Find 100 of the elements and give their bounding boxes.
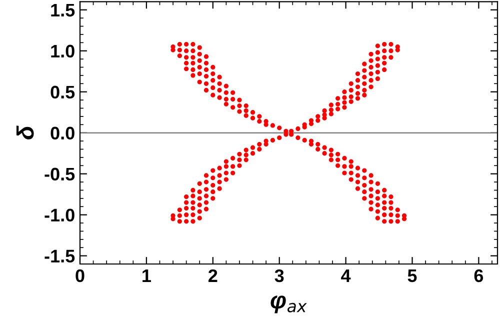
point	[336, 106, 340, 112]
point	[375, 190, 380, 194]
point	[204, 54, 209, 59]
y-tick-label: -0.5	[44, 168, 75, 181]
point	[362, 182, 367, 188]
x-axis-title: φ$_{ax}$	[270, 296, 307, 314]
point	[336, 102, 340, 106]
point	[382, 194, 387, 198]
point	[368, 187, 374, 192]
point	[210, 64, 216, 70]
point	[342, 100, 347, 105]
y-tick-label: 1.0	[51, 44, 74, 58]
point	[190, 60, 196, 66]
point	[328, 148, 334, 152]
y-tick-label: -1.0	[44, 208, 74, 222]
point	[257, 119, 262, 124]
point	[362, 68, 367, 73]
point	[375, 196, 380, 201]
point	[270, 123, 276, 128]
point	[204, 180, 209, 184]
point	[355, 180, 360, 184]
point	[355, 173, 360, 178]
point	[382, 188, 387, 193]
point	[224, 159, 228, 164]
point	[230, 105, 236, 110]
point	[204, 60, 209, 66]
point	[197, 216, 202, 220]
y-tick-label: 0.5	[50, 86, 75, 99]
point	[375, 216, 380, 220]
point	[362, 92, 367, 98]
point	[270, 138, 276, 143]
point	[296, 126, 300, 132]
point	[368, 64, 374, 70]
point	[224, 102, 228, 106]
point	[355, 78, 360, 83]
point	[348, 88, 354, 92]
point	[284, 132, 288, 137]
point	[388, 55, 394, 60]
point	[342, 95, 347, 100]
point	[224, 84, 228, 88]
point	[184, 48, 189, 54]
point	[348, 99, 354, 104]
point	[257, 142, 262, 147]
point	[302, 138, 307, 143]
point	[230, 164, 236, 169]
point	[244, 148, 248, 152]
point	[322, 151, 327, 156]
point	[244, 108, 248, 113]
point	[368, 52, 374, 56]
point	[362, 88, 367, 92]
point	[250, 116, 256, 120]
point	[375, 56, 380, 62]
point	[237, 103, 242, 108]
point	[190, 48, 196, 54]
point	[184, 194, 189, 200]
point	[316, 142, 320, 147]
point	[237, 163, 242, 168]
point	[224, 170, 228, 176]
point	[244, 103, 248, 108]
point	[355, 91, 360, 96]
point	[388, 194, 394, 200]
point	[382, 212, 387, 218]
point	[190, 73, 196, 78]
point	[210, 71, 216, 76]
x-tick-label: 6	[474, 269, 484, 282]
point	[296, 135, 300, 140]
point	[204, 81, 209, 86]
point	[197, 202, 202, 208]
point	[190, 219, 196, 224]
point	[375, 181, 380, 186]
point	[197, 64, 202, 70]
point	[277, 135, 282, 140]
point	[237, 98, 242, 102]
point	[177, 42, 182, 47]
point	[362, 190, 367, 194]
point	[348, 81, 354, 86]
point	[388, 42, 394, 47]
x-tick-label: 1	[142, 270, 151, 282]
point	[197, 58, 202, 63]
point	[184, 42, 189, 47]
point	[382, 67, 387, 72]
point	[217, 186, 222, 191]
point	[368, 71, 374, 76]
point	[336, 96, 340, 101]
point	[348, 170, 354, 176]
point	[355, 71, 360, 76]
point	[210, 92, 216, 98]
point	[362, 81, 367, 86]
point	[348, 159, 354, 164]
point	[336, 158, 340, 162]
point	[210, 196, 216, 201]
point	[230, 96, 236, 102]
point	[224, 164, 228, 169]
point	[388, 212, 394, 218]
point	[328, 112, 334, 116]
point	[190, 212, 196, 218]
point	[204, 194, 209, 198]
point	[342, 164, 347, 169]
point	[277, 126, 282, 130]
point	[204, 67, 209, 72]
